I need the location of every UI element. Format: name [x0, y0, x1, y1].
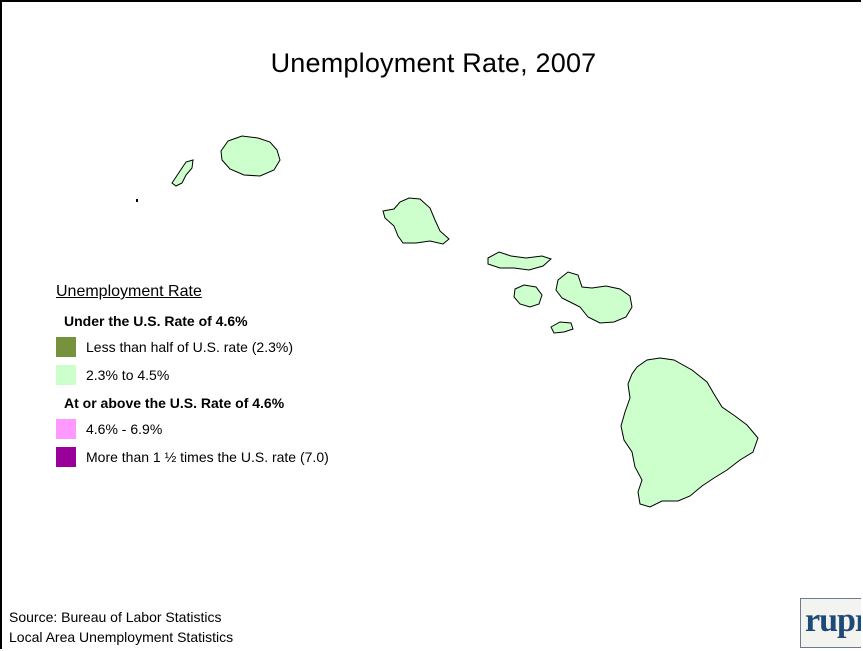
legend-item-4-6-to-6-9: 4.6% - 6.9%: [56, 419, 329, 439]
island-kahoolawe: [550, 321, 574, 334]
legend: Unemployment Rate Under the U.S. Rate of…: [56, 283, 329, 467]
legend-label: More than 1 ½ times the U.S. rate (7.0): [86, 449, 329, 465]
source-line-2: Local Area Unemployment Statistics: [9, 629, 234, 645]
island-oahu: [382, 197, 450, 245]
logo-text: rupri: [805, 602, 861, 639]
island-niihau: [136, 199, 138, 202]
island-maui: [555, 271, 633, 324]
legend-group-above-heading: At or above the U.S. Rate of 4.6%: [64, 395, 285, 411]
legend-group-under-heading: Under the U.S. Rate of 4.6%: [64, 313, 248, 329]
legend-label: Less than half of U.S. rate (2.3%): [86, 339, 293, 355]
island-kauai: [220, 135, 281, 177]
rupri-logo: rupri: [800, 598, 861, 648]
source-note: Source: Bureau of Labor Statistics Local…: [9, 607, 233, 647]
legend-item-2-3-to-4-5: 2.3% to 4.5%: [56, 365, 329, 385]
legend-swatch: [56, 447, 76, 467]
legend-swatch: [56, 365, 76, 385]
island-lanai: [513, 284, 543, 308]
legend-swatch: [56, 419, 76, 439]
map-title: Unemployment Rate, 2007: [270, 48, 597, 78]
legend-title: Unemployment Rate: [56, 283, 202, 300]
legend-label: 2.3% to 4.5%: [86, 367, 170, 383]
island-molokai: [487, 251, 552, 271]
island-hawaii: [620, 357, 759, 508]
source-line-1: Source: Bureau of Labor Statistics: [9, 609, 222, 625]
island-kauai-islet: [171, 159, 194, 187]
legend-item-more-than-1-5x: More than 1 ½ times the U.S. rate (7.0): [56, 447, 329, 467]
legend-label: 4.6% - 6.9%: [86, 421, 163, 437]
legend-item-less-than-half: Less than half of U.S. rate (2.3%): [56, 337, 329, 357]
legend-swatch: [56, 337, 76, 357]
